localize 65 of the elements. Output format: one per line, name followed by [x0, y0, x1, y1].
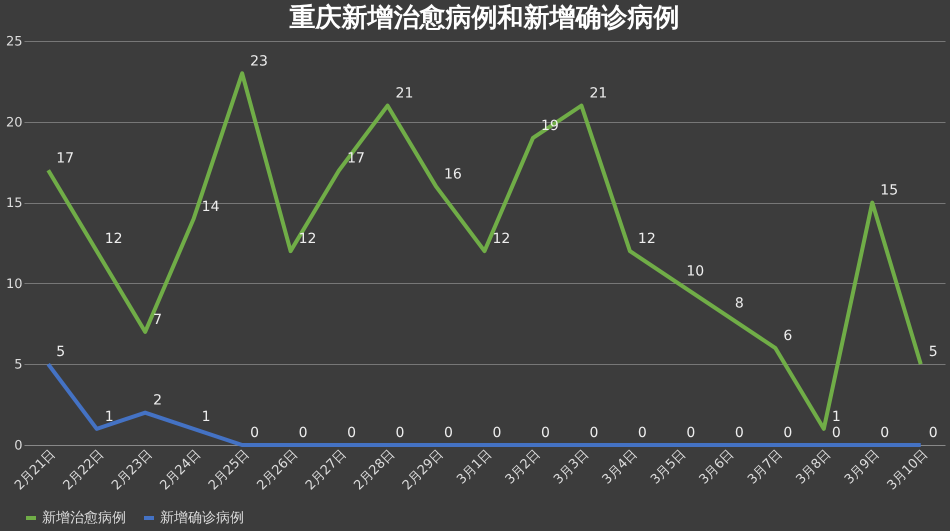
- data-label: 0: [250, 425, 260, 441]
- data-label: 1: [832, 408, 841, 425]
- y-tick-label: 5: [14, 358, 22, 373]
- x-tick-label: 2月28日: [351, 446, 398, 494]
- data-label: 1: [104, 408, 114, 425]
- data-label: 0: [589, 425, 598, 441]
- data-label: 7: [153, 312, 162, 328]
- data-label: 8: [734, 296, 744, 312]
- x-tick-label: 3月1日: [454, 446, 495, 488]
- data-label: 14: [202, 198, 220, 215]
- x-tick-label: 3月8日: [794, 446, 834, 488]
- x-tick-label: 3月3日: [551, 446, 592, 488]
- x-tick-label: 3月4日: [600, 446, 640, 488]
- x-tick-label: 3月6日: [696, 446, 738, 488]
- line-series: [46, 362, 923, 447]
- x-tick-label: 2月27日: [302, 446, 350, 494]
- data-label: 2: [153, 392, 162, 409]
- data-label: 0: [298, 425, 308, 441]
- data-label: 12: [104, 231, 123, 248]
- x-tick-label: 3月7日: [745, 446, 786, 488]
- data-label: 12: [492, 231, 510, 248]
- y-tick-label: 10: [6, 276, 22, 292]
- data-label: 17: [347, 150, 365, 166]
- data-label: 10: [686, 263, 704, 280]
- x-tick-label: 3月5日: [648, 446, 689, 488]
- x-tick-label: 2月24日: [158, 446, 204, 494]
- y-tick-label: 0: [14, 438, 22, 454]
- data-label: 16: [444, 166, 462, 182]
- legend-label: 新增治愈病例: [42, 510, 126, 526]
- y-tick-label: 20: [6, 115, 22, 130]
- data-label: 15: [880, 182, 898, 199]
- data-label: 12: [638, 231, 656, 248]
- data-label: 21: [396, 86, 414, 102]
- data-label: 0: [638, 425, 647, 441]
- data-label: 0: [347, 425, 356, 441]
- data-label: 0: [832, 425, 841, 441]
- data-label: 21: [589, 86, 608, 102]
- data-label: 1: [202, 408, 211, 425]
- y-tick-label: 25: [6, 34, 22, 50]
- data-label: 0: [686, 425, 696, 441]
- data-label: 17: [56, 150, 74, 166]
- data-label: 0: [928, 425, 938, 441]
- x-tick-label: 2月22日: [60, 446, 108, 494]
- data-label: 0: [880, 425, 890, 441]
- legend-label: 新增确诊病例: [160, 510, 244, 526]
- x-tick-label: 2月25日: [206, 446, 253, 494]
- data-label: 0: [783, 425, 792, 441]
- data-label: 0: [444, 425, 453, 441]
- data-label: 6: [783, 328, 792, 344]
- data-label: 23: [250, 53, 268, 70]
- data-label: 0: [492, 425, 502, 441]
- x-tick-label: 2月29日: [400, 446, 446, 494]
- data-label: 5: [928, 344, 938, 360]
- x-tick-label: 3月2日: [502, 446, 544, 488]
- data-label: 12: [298, 231, 316, 248]
- data-label: 0: [734, 425, 744, 441]
- x-tick-label: 2月26日: [254, 446, 302, 494]
- x-tick-label: 3月9日: [842, 446, 883, 488]
- y-tick-label: 15: [6, 196, 22, 212]
- chart-title: 重庆新增治愈病例和新增确诊病例: [288, 3, 680, 33]
- data-label: 0: [540, 425, 550, 441]
- data-label: 0: [396, 425, 404, 441]
- data-label: 5: [56, 344, 66, 360]
- x-tick-label: 2月23日: [109, 446, 156, 494]
- x-tick-label: 3月10日: [884, 446, 932, 494]
